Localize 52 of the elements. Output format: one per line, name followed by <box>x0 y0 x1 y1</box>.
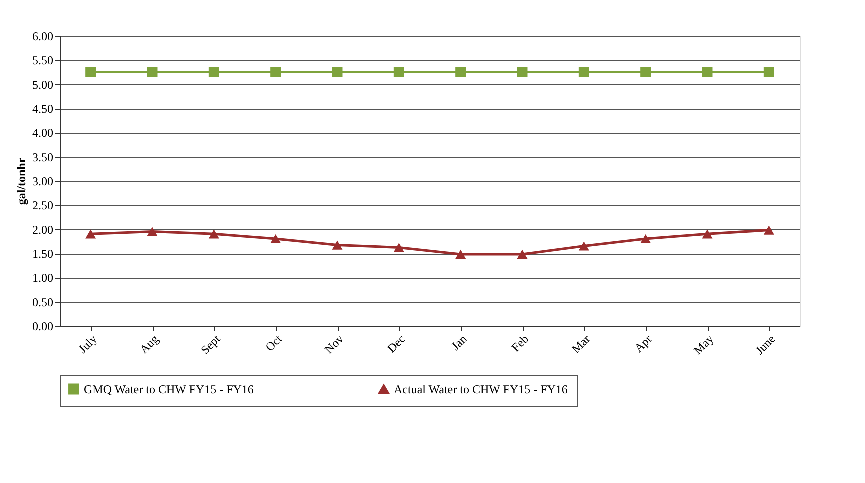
point <box>208 67 220 78</box>
y-tick-label: 1.50 <box>32 247 54 261</box>
y-tick-label: 3.00 <box>32 174 54 188</box>
x-tick-label: Feb <box>508 332 532 355</box>
x-tick-label: Aug <box>136 332 162 357</box>
point <box>517 250 528 260</box>
x-tick-label: Oct <box>262 332 286 354</box>
y-tick-label: 2.50 <box>32 198 54 213</box>
y-tick-label: 5.00 <box>32 78 54 92</box>
point <box>332 240 343 250</box>
y-tick-label: 4.00 <box>32 126 54 140</box>
point <box>640 67 652 78</box>
point <box>764 67 774 78</box>
y-tick-label: 3.50 <box>32 150 54 164</box>
x-tick-label: Mar <box>569 332 594 356</box>
point <box>517 67 528 78</box>
point <box>147 227 158 236</box>
x-tick-label: Apr <box>632 332 655 356</box>
y-tick-label: 0.50 <box>32 295 54 310</box>
legend-label: GMQ Water to CHW FY15 - FY16 <box>84 382 254 396</box>
y-tick-label: 0.00 <box>32 320 54 334</box>
point <box>332 67 343 78</box>
point <box>208 230 220 239</box>
y-tick-label: 1.00 <box>32 271 54 286</box>
y-tick-label: 5.50 <box>32 54 54 68</box>
point <box>456 250 466 260</box>
point <box>702 67 713 78</box>
point <box>394 67 404 78</box>
point <box>147 67 158 78</box>
point <box>578 67 590 78</box>
point <box>394 243 404 252</box>
x-tick-label: July <box>76 332 100 356</box>
point <box>764 226 774 235</box>
point <box>270 234 282 244</box>
y-tick-label: 2.00 <box>32 222 54 237</box>
y-tick-label: 4.50 <box>32 102 54 116</box>
x-tick-label: May <box>691 332 716 358</box>
y-tick-label: 6.00 <box>32 30 54 44</box>
point <box>640 234 652 244</box>
x-tick-label: Jan <box>448 332 470 354</box>
x-tick-label: June <box>752 332 778 358</box>
y-axis-title: gal/tonhr <box>14 157 28 206</box>
x-tick-label: Sept <box>198 332 224 358</box>
x-tick-label: Dec <box>384 332 408 356</box>
x-tick-label: Nov <box>322 332 346 357</box>
legend-label: Actual Water to CHW FY15 - FY16 <box>394 382 568 397</box>
point <box>456 67 466 78</box>
point <box>578 242 590 251</box>
point <box>270 67 282 78</box>
point <box>86 230 96 239</box>
point <box>702 230 713 239</box>
point <box>86 67 96 78</box>
